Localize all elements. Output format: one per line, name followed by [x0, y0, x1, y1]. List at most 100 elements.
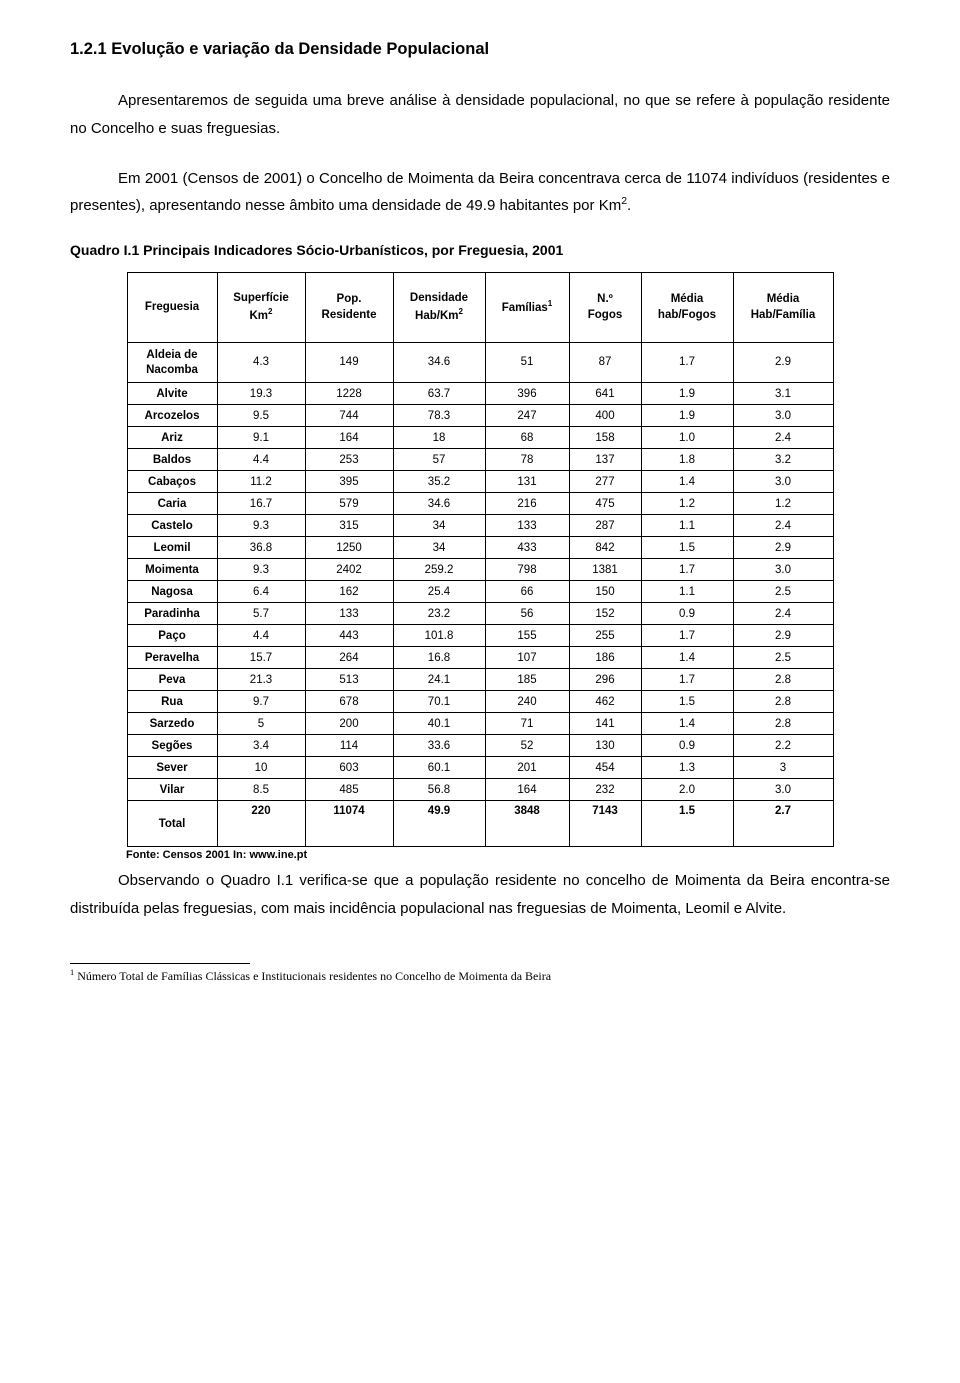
cell-value: 63.7 [393, 383, 485, 405]
cell-value: 200 [305, 713, 393, 735]
cell-value: 71 [485, 713, 569, 735]
cell-value: 240 [485, 691, 569, 713]
cell-freguesia: Peravelha [127, 647, 217, 669]
total-cell: 3848 [485, 801, 569, 847]
cell-value: 9.7 [217, 691, 305, 713]
hdr-line: Hab/Km [415, 309, 458, 321]
cell-value: 1228 [305, 383, 393, 405]
cell-value: 11.2 [217, 471, 305, 493]
cell-value: 3.0 [733, 779, 833, 801]
table-row: Caria16.757934.62164751.21.2 [127, 493, 833, 515]
hdr-line: Pop. [337, 293, 362, 305]
cell-value: 3.1 [733, 383, 833, 405]
footnote-text: Número Total de Famílias Clássicas e Ins… [74, 969, 551, 983]
table-row: Moimenta9.32402259.279813811.73.0 [127, 559, 833, 581]
cell-value: 842 [569, 537, 641, 559]
cell-value: 185 [485, 669, 569, 691]
cell-value: 141 [569, 713, 641, 735]
cell-value: 35.2 [393, 471, 485, 493]
cell-value: 255 [569, 625, 641, 647]
cell-value: 66 [485, 581, 569, 603]
table-total-row: Total 220 11074 49.9 3848 7143 1.5 2.7 [127, 801, 833, 847]
table-source: Fonte: Censos 2001 In: www.ine.pt [126, 849, 890, 861]
col-header-freguesia: Freguesia [127, 273, 217, 343]
cell-value: 1.7 [641, 343, 733, 383]
cell-value: 2.2 [733, 735, 833, 757]
hdr-line: Fogos [588, 309, 623, 321]
footnote-separator [70, 963, 250, 964]
cell-value: 5.7 [217, 603, 305, 625]
cell-value: 443 [305, 625, 393, 647]
cell-freguesia: Paço [127, 625, 217, 647]
cell-value: 152 [569, 603, 641, 625]
cell-value: 162 [305, 581, 393, 603]
cell-value: 247 [485, 405, 569, 427]
cell-value: 133 [305, 603, 393, 625]
col-header-fogos: N.º Fogos [569, 273, 641, 343]
cell-value: 1.4 [641, 471, 733, 493]
cell-value: 1.8 [641, 449, 733, 471]
total-cell: 220 [217, 801, 305, 847]
cell-value: 1.9 [641, 405, 733, 427]
cell-value: 34.6 [393, 343, 485, 383]
cell-value: 1.3 [641, 757, 733, 779]
total-cell: 49.9 [393, 801, 485, 847]
cell-value: 798 [485, 559, 569, 581]
cell-value: 78 [485, 449, 569, 471]
cell-value: 23.2 [393, 603, 485, 625]
cell-value: 1.9 [641, 383, 733, 405]
hdr-line: Densidade [410, 292, 468, 304]
cell-value: 2.9 [733, 625, 833, 647]
cell-value: 164 [485, 779, 569, 801]
cell-value: 2.4 [733, 427, 833, 449]
cell-value: 68 [485, 427, 569, 449]
cell-value: 34 [393, 515, 485, 537]
cell-freguesia: Aldeia deNacomba [127, 343, 217, 383]
col-header-familias: Famílias1 [485, 273, 569, 343]
hdr-line: hab/Fogos [658, 309, 716, 321]
hdr-line: Média [767, 293, 800, 305]
cell-value: 3.2 [733, 449, 833, 471]
cell-value: 2.5 [733, 647, 833, 669]
cell-value: 216 [485, 493, 569, 515]
paragraph-conclusion: Observando o Quadro I.1 verifica-se que … [70, 867, 890, 923]
cell-value: 433 [485, 537, 569, 559]
cell-value: 1.5 [641, 691, 733, 713]
cell-freguesia: Vilar [127, 779, 217, 801]
cell-value: 264 [305, 647, 393, 669]
cell-freguesia: Leomil [127, 537, 217, 559]
cell-value: 2.8 [733, 691, 833, 713]
cell-value: 475 [569, 493, 641, 515]
col-header-pop: Pop. Residente [305, 273, 393, 343]
cell-value: 70.1 [393, 691, 485, 713]
cell-value: 130 [569, 735, 641, 757]
cell-value: 1250 [305, 537, 393, 559]
table-row: Vilar8.548556.81642322.03.0 [127, 779, 833, 801]
cell-value: 87 [569, 343, 641, 383]
cell-value: 114 [305, 735, 393, 757]
table-row: Leomil36.81250344338421.52.9 [127, 537, 833, 559]
table-row: Arcozelos9.574478.32474001.93.0 [127, 405, 833, 427]
cell-value: 25.4 [393, 581, 485, 603]
cell-value: 1.7 [641, 669, 733, 691]
cell-freguesia: Moimenta [127, 559, 217, 581]
cell-value: 15.7 [217, 647, 305, 669]
cell-value: 1.7 [641, 559, 733, 581]
cell-freguesia: Alvite [127, 383, 217, 405]
table-row: Nagosa6.416225.4661501.12.5 [127, 581, 833, 603]
table-row: Cabaços11.239535.21312771.43.0 [127, 471, 833, 493]
hdr-sup: 2 [268, 307, 272, 316]
cell-freguesia: Peva [127, 669, 217, 691]
cell-value: 40.1 [393, 713, 485, 735]
col-header-superficie: Superfície Km2 [217, 273, 305, 343]
cell-value: 9.3 [217, 515, 305, 537]
cell-freguesia: Segões [127, 735, 217, 757]
cell-value: 78.3 [393, 405, 485, 427]
para-text-post: . [627, 197, 631, 214]
cell-value: 2.4 [733, 603, 833, 625]
table-row: Peva21.351324.11852961.72.8 [127, 669, 833, 691]
cell-value: 21.3 [217, 669, 305, 691]
cell-value: 277 [569, 471, 641, 493]
cell-value: 1.5 [641, 537, 733, 559]
cell-value: 1.1 [641, 515, 733, 537]
